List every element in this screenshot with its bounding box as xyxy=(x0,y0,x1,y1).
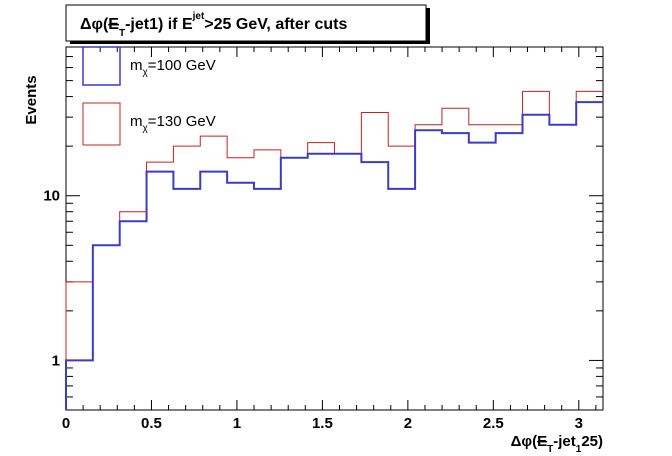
title-pre: Δφ( xyxy=(80,16,109,33)
title-sup-jet: jet xyxy=(192,11,205,22)
x-axis-title: Δφ(ET-jet125) xyxy=(511,433,603,455)
series-layer xyxy=(65,90,603,410)
chart-title-box: Δφ(ET-jet1) if Ejet>25 GeV, after cuts xyxy=(65,4,430,44)
y-tick-label: 1 xyxy=(52,352,60,369)
x-tick-label: 2.5 xyxy=(483,415,504,432)
legend-label-130: mχ=130 GeV xyxy=(130,113,216,134)
title-mid: -jet1) if E xyxy=(125,16,193,33)
series-line-0 xyxy=(65,101,603,410)
title-post: >25 GeV, after cuts xyxy=(204,16,347,33)
plot-frame xyxy=(65,46,604,411)
x-tick-label: 1 xyxy=(233,415,241,432)
legend: mχ=100 GeV mχ=130 GeV xyxy=(82,46,216,146)
chart-title: Δφ(ET-jet1) if Ejet>25 GeV, after cuts xyxy=(80,11,347,39)
y-axis-title: Events xyxy=(23,75,40,124)
y-tick-label: 10 xyxy=(43,188,60,205)
legend-swatch-130 xyxy=(82,102,121,146)
series-line-1 xyxy=(65,90,603,410)
x-tick-label: 0.5 xyxy=(141,415,162,432)
legend-label-100: mχ=100 GeV xyxy=(130,57,216,78)
title-met-symbol: E xyxy=(108,16,119,33)
title-sub-t: T xyxy=(119,28,125,39)
x-tick-label: 2 xyxy=(404,415,412,432)
x-tick-label: 0 xyxy=(62,415,70,432)
x-tick-label: 3 xyxy=(575,415,583,432)
x-tick-label: 1.5 xyxy=(312,415,333,432)
legend-swatch-100 xyxy=(82,46,121,86)
axes: 0 0.5 1 1.5 2 2.5 3 1 10 xyxy=(43,46,603,432)
